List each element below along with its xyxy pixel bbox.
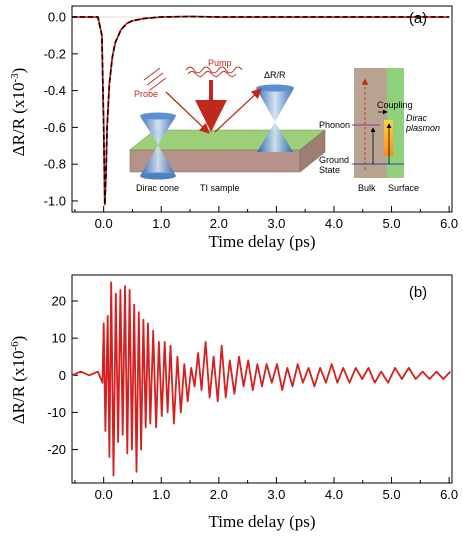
- coupling-label: Coupling: [377, 100, 413, 110]
- y-tick-label: 0: [59, 368, 66, 383]
- pump-pulse: [185, 66, 243, 77]
- ti-sample-side: [299, 129, 326, 173]
- ti-sample-label: TI sample: [200, 183, 240, 193]
- x-axis-label-b: Time delay (ps): [208, 512, 315, 531]
- dirac-cone-rim-right: [256, 84, 294, 92]
- pump-label: Pump: [208, 58, 232, 68]
- dirac-cone-label: Dirac cone: [136, 183, 179, 193]
- y-tick-label: -0.6: [44, 120, 66, 135]
- ground-label-2: State: [319, 165, 340, 175]
- x-tick-label: 1.0: [152, 216, 170, 231]
- ground-label-1: Ground: [319, 155, 349, 165]
- x-tick-label: 0.0: [95, 487, 113, 502]
- series-a: [72, 15, 450, 206]
- probe-pulse: [143, 67, 167, 91]
- y-tick-label: 20: [52, 294, 66, 309]
- x-tick-label: 4.0: [325, 487, 343, 502]
- x-tick-label: 0.0: [95, 216, 113, 231]
- surface-label: Surface: [388, 183, 419, 193]
- x-tick-label: 6.0: [440, 216, 458, 231]
- dirac-plasmon-region: [384, 120, 393, 156]
- x-tick-label: 4.0: [325, 216, 343, 231]
- y-tick-label: 10: [52, 331, 66, 346]
- x-tick-label: 6.0: [440, 487, 458, 502]
- panel-label-a: (a): [409, 10, 427, 27]
- phonon-label: Phonon: [319, 120, 350, 130]
- experiment-schematic: Pump Probe ΔR/R Dirac cone TI sample: [129, 58, 326, 193]
- x-tick-label: 3.0: [267, 487, 285, 502]
- dirac-cone-rim-left: [140, 112, 176, 120]
- y-axis-label-a: ΔR/R (x10-3): [9, 68, 28, 157]
- plot-frame-a: [71, 5, 453, 213]
- y-tick-label: -0.8: [44, 157, 66, 172]
- x-tick-label: 2.0: [210, 487, 228, 502]
- dirac-cone-upper-right: [256, 88, 294, 122]
- y-tick-label: -20: [47, 442, 66, 457]
- probe-beam-out: [214, 88, 262, 133]
- plasmon-label: plasmon: [405, 123, 440, 133]
- ticks-a: 0.0 1.0 2.0 3.0 4.0 5.0 6.0 0.0 -0.2 -0.4 -0.6 -0.8…: [44, 10, 459, 231]
- panel-b: 0.0 1.0 2.0 3.0 4.0 5.0 6.0 20 10 0 -10 -20 (b) Tim…: [9, 274, 458, 531]
- dr-label: ΔR/R: [264, 70, 286, 80]
- dirac-cone-upper-left: [140, 116, 176, 145]
- x-tick-label: 5.0: [383, 216, 401, 231]
- series-b: [71, 281, 451, 477]
- y-axis-label-b: ΔR/R (x10-6): [9, 336, 28, 425]
- y-tick-label: -0.4: [44, 83, 66, 98]
- y-axis-label-b-main: ΔR/R (x10: [9, 351, 28, 425]
- dirac-cone-lower-left: [140, 145, 176, 176]
- bulk-label: Bulk: [358, 183, 376, 193]
- energy-diagram: Phonon Coupling Dirac plasmon Ground Sta…: [319, 68, 440, 193]
- panel-label-b: (b): [409, 284, 427, 301]
- dirac-cone-lower-right: [257, 122, 293, 152]
- y-tick-label: 0.0: [48, 10, 66, 25]
- probe-beam-in: [165, 91, 210, 134]
- x-tick-label: 1.0: [152, 487, 170, 502]
- probe-label: Probe: [134, 89, 158, 99]
- series-line-dashed: [72, 15, 450, 206]
- x-tick-label: 2.0: [210, 216, 228, 231]
- y-tick-label: -10: [47, 405, 66, 420]
- y-axis-label-a-close: ): [9, 68, 28, 74]
- x-tick-label: 5.0: [383, 487, 401, 502]
- y-axis-label-b-close: ): [9, 336, 28, 342]
- ticks-b: 0.0 1.0 2.0 3.0 4.0 5.0 6.0 20 10 0 -10 -20: [47, 294, 458, 503]
- bulk-band: [354, 68, 387, 178]
- plot-frame-b: [71, 274, 453, 484]
- y-axis-label-b-exp: -6: [9, 341, 21, 351]
- x-tick-label: 3.0: [267, 216, 285, 231]
- y-axis-label-a-exp: -3: [9, 73, 21, 83]
- dirac-label: Dirac: [406, 113, 428, 123]
- y-tick-label: -1.0: [44, 193, 66, 208]
- y-tick-label: -0.2: [44, 46, 66, 61]
- y-axis-label-a-main: ΔR/R (x10: [9, 83, 28, 157]
- x-axis-label-a: Time delay (ps): [208, 232, 315, 251]
- panel-a: 0.0 1.0 2.0 3.0 4.0 5.0 6.0 0.0 -0.2 -0.4 -0.6 -0.8…: [9, 5, 459, 251]
- dirac-cone-base-left: [140, 172, 176, 180]
- series-line-solid: [71, 281, 451, 477]
